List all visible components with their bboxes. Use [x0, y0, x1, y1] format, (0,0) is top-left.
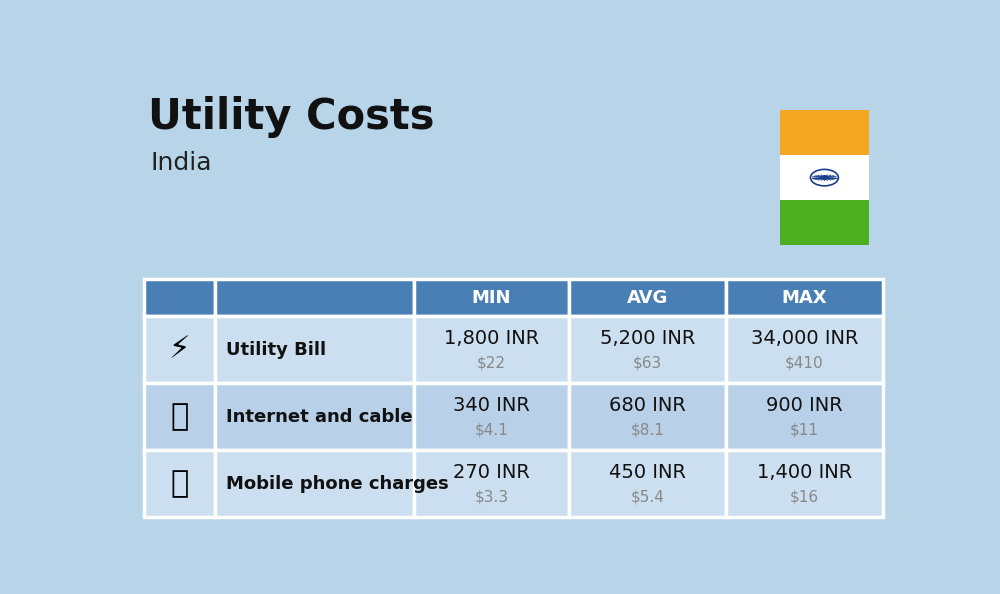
- Text: 5,200 INR: 5,200 INR: [600, 329, 695, 348]
- Text: $5.4: $5.4: [630, 489, 664, 504]
- Bar: [780, 200, 869, 245]
- Text: 680 INR: 680 INR: [609, 396, 686, 415]
- Text: 900 INR: 900 INR: [766, 396, 843, 415]
- Bar: [726, 383, 883, 450]
- Bar: [215, 383, 414, 450]
- Bar: [144, 279, 215, 316]
- Text: 340 INR: 340 INR: [453, 396, 530, 415]
- Bar: [215, 450, 414, 517]
- Text: Internet and cable: Internet and cable: [226, 407, 413, 426]
- Text: Utility Bill: Utility Bill: [226, 341, 326, 359]
- Text: AVG: AVG: [627, 289, 668, 307]
- Bar: [569, 450, 726, 517]
- Text: $63: $63: [633, 355, 662, 370]
- Bar: [414, 383, 569, 450]
- Bar: [726, 316, 883, 383]
- Text: 34,000 INR: 34,000 INR: [751, 329, 858, 348]
- Bar: [569, 279, 726, 316]
- Bar: [144, 450, 215, 517]
- Text: 1,400 INR: 1,400 INR: [757, 463, 852, 482]
- Bar: [780, 155, 869, 200]
- Text: 1,800 INR: 1,800 INR: [444, 329, 539, 348]
- Bar: [569, 383, 726, 450]
- Text: India: India: [151, 151, 212, 175]
- Text: $4.1: $4.1: [475, 422, 508, 437]
- Bar: [569, 316, 726, 383]
- Bar: [726, 450, 883, 517]
- Text: $11: $11: [790, 422, 819, 437]
- Bar: [414, 316, 569, 383]
- Bar: [215, 279, 414, 316]
- Bar: [144, 383, 215, 450]
- Bar: [215, 316, 414, 383]
- Circle shape: [821, 176, 828, 179]
- Text: 270 INR: 270 INR: [453, 463, 530, 482]
- Text: MAX: MAX: [781, 289, 827, 307]
- Text: $22: $22: [477, 355, 506, 370]
- Text: MIN: MIN: [472, 289, 511, 307]
- Text: $16: $16: [790, 489, 819, 504]
- Text: 450 INR: 450 INR: [609, 463, 686, 482]
- Text: 📡: 📡: [170, 402, 189, 431]
- Bar: [726, 279, 883, 316]
- Text: Mobile phone charges: Mobile phone charges: [226, 475, 449, 493]
- Text: $8.1: $8.1: [630, 422, 664, 437]
- Text: $3.3: $3.3: [474, 489, 509, 504]
- Bar: [780, 110, 869, 155]
- Bar: [414, 279, 569, 316]
- Text: ⚡: ⚡: [169, 335, 190, 364]
- Bar: [414, 450, 569, 517]
- Text: 📱: 📱: [170, 469, 189, 498]
- Bar: [144, 316, 215, 383]
- Text: Utility Costs: Utility Costs: [148, 96, 435, 138]
- Text: $410: $410: [785, 355, 824, 370]
